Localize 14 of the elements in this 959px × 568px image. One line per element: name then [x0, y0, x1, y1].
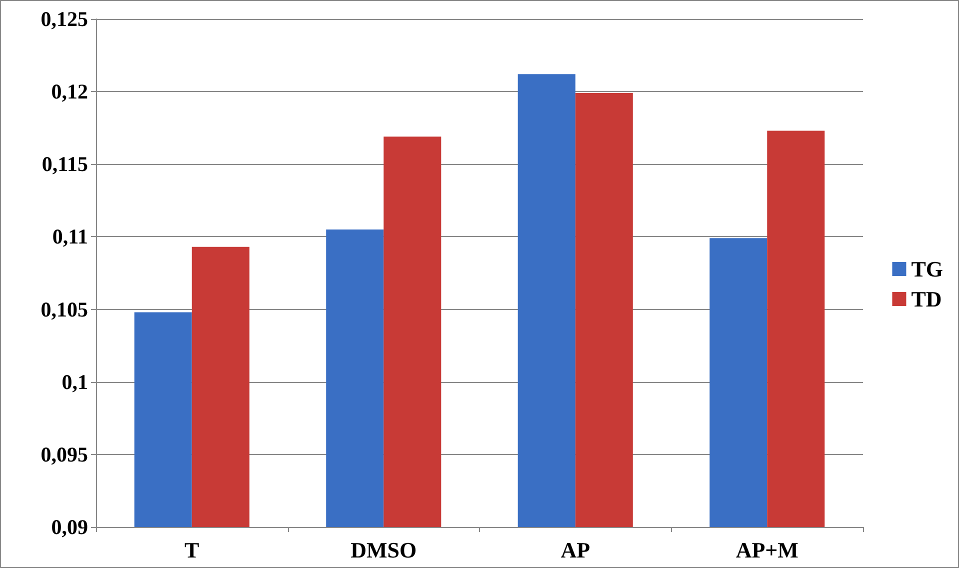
y-tick-label: 0,11 — [52, 224, 88, 249]
x-tick-label: AP+M — [736, 538, 799, 562]
legend-label: TG — [911, 256, 944, 282]
y-tick-label: 0,095 — [40, 442, 88, 466]
x-tick-label: DMSO — [350, 538, 417, 562]
x-tick-label: AP — [560, 538, 590, 562]
y-tick-label: 0,1 — [62, 370, 88, 394]
x-tick-label: T — [184, 538, 200, 562]
y-tick-label: 0,12 — [51, 80, 88, 104]
y-tick-label: 0,105 — [40, 297, 88, 322]
y-tick-label: 0,115 — [42, 152, 88, 176]
y-tick-label: 0,125 — [40, 7, 88, 31]
y-tick-label: 0,09 — [51, 515, 88, 539]
legend-label: TD — [911, 286, 942, 312]
